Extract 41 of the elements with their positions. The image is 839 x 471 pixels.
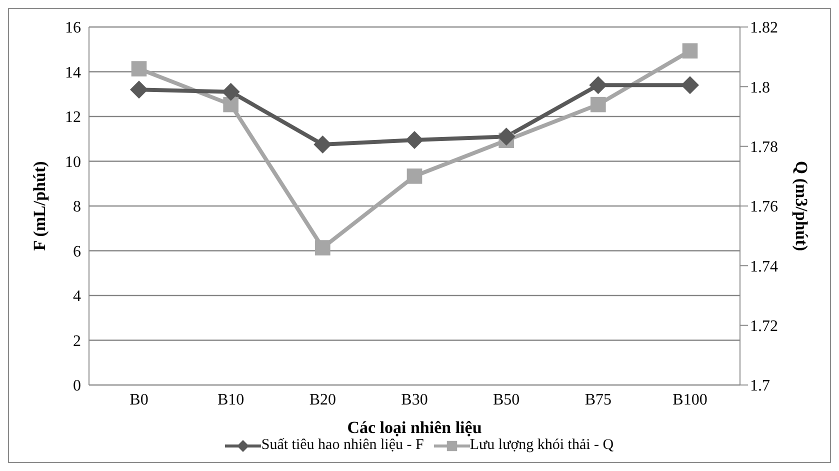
legend-label: Suất tiêu hao nhiên liệu - F xyxy=(261,437,424,454)
point xyxy=(497,128,516,146)
point xyxy=(131,61,147,76)
y2-tick-label: 1.82 xyxy=(750,20,778,37)
y2-tick-label: 1.78 xyxy=(750,139,778,156)
x-axis-title: Các loại nhiên liệu xyxy=(347,418,482,437)
point xyxy=(590,96,606,112)
y2-tick-label: 1.72 xyxy=(750,318,778,336)
point xyxy=(406,168,422,184)
x-tick-label: B10 xyxy=(217,391,244,408)
y-tick-label: 4 xyxy=(73,288,81,306)
point xyxy=(130,80,148,99)
y2-tick-label: 1.76 xyxy=(750,198,778,216)
y2-tick-label: 1.74 xyxy=(750,258,778,276)
y-tick-label: 2 xyxy=(73,332,81,350)
x-tick-label: B20 xyxy=(309,391,336,408)
y2-tick-label: 1.7 xyxy=(750,378,770,395)
point xyxy=(315,240,330,256)
point xyxy=(406,130,424,149)
y-tick-label: 14 xyxy=(65,64,81,82)
x-tick-label: B30 xyxy=(401,391,428,408)
point xyxy=(314,135,332,154)
y-axis-title: F (mL/phút) xyxy=(30,161,50,251)
y-tick-label: 10 xyxy=(65,154,81,171)
x-tick-label: B0 xyxy=(130,391,148,408)
y2-axis-title: Q (m3/phút) xyxy=(792,160,811,252)
y-tick-label: 0 xyxy=(73,378,81,395)
x-tick-label: B100 xyxy=(672,391,708,408)
point xyxy=(589,76,608,94)
point xyxy=(682,43,698,59)
y-tick-label: 8 xyxy=(73,198,81,216)
point xyxy=(222,82,240,101)
legend-label: Lưu lượng khói thải - Q xyxy=(470,437,614,454)
y-tick-label: 12 xyxy=(65,109,81,126)
y-tick-label: 16 xyxy=(65,20,81,37)
point xyxy=(223,96,238,112)
x-tick-label: B50 xyxy=(492,391,520,408)
point xyxy=(681,76,699,94)
x-tick-label: B75 xyxy=(584,391,612,408)
y-tick-label: 6 xyxy=(73,243,81,260)
y2-tick-label: 1.8 xyxy=(750,79,770,96)
